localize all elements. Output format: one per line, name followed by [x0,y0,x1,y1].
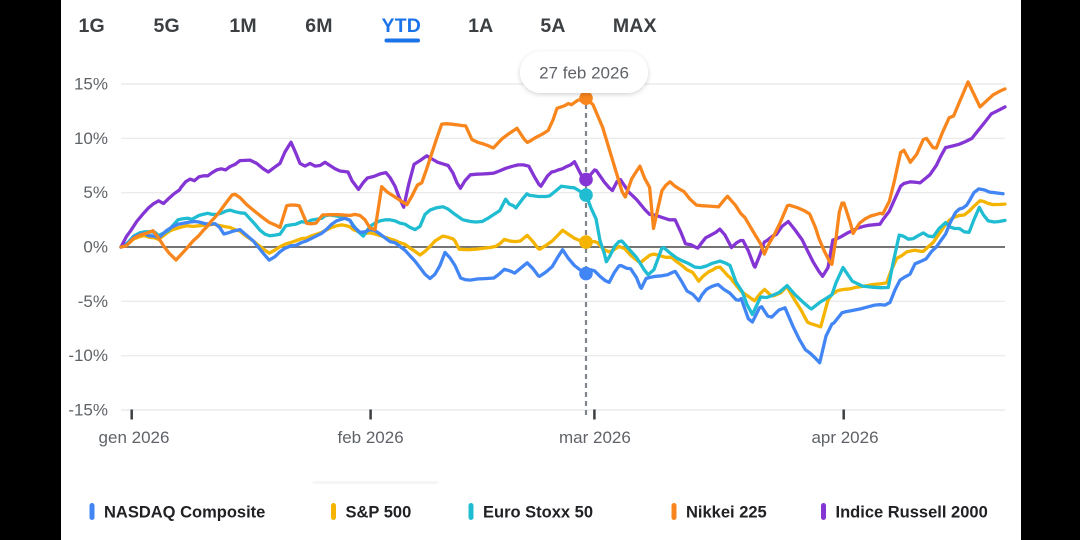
svg-text:MAX: MAX [613,15,657,37]
svg-text:gen 2026: gen 2026 [99,428,170,447]
svg-text:6M: 6M [305,15,333,37]
svg-text:apr 2026: apr 2026 [811,428,878,447]
svg-text:1M: 1M [229,15,257,37]
svg-text:-15%: -15% [68,401,108,420]
svg-text:0%: 0% [83,238,108,257]
svg-text:Indice Russell 2000: Indice Russell 2000 [836,504,988,522]
svg-text:NASDAQ Composite: NASDAQ Composite [104,504,265,522]
svg-text:YTD: YTD [381,15,421,37]
svg-text:15%: 15% [74,75,108,94]
svg-text:1A: 1A [468,15,493,37]
svg-text:-10%: -10% [68,346,108,365]
svg-text:Euro Stoxx 50: Euro Stoxx 50 [483,504,593,522]
svg-text:10%: 10% [74,129,108,148]
svg-text:-5%: -5% [78,292,108,311]
svg-text:Nikkei 225: Nikkei 225 [686,504,767,522]
svg-text:5G: 5G [153,15,179,37]
svg-text:mar 2026: mar 2026 [559,428,631,447]
svg-text:5%: 5% [83,183,108,202]
svg-text:27 feb 2026: 27 feb 2026 [539,64,629,83]
svg-text:5A: 5A [540,15,565,37]
svg-text:S&P 500: S&P 500 [346,504,412,522]
svg-text:feb 2026: feb 2026 [338,428,404,447]
svg-text:1G: 1G [78,15,104,37]
